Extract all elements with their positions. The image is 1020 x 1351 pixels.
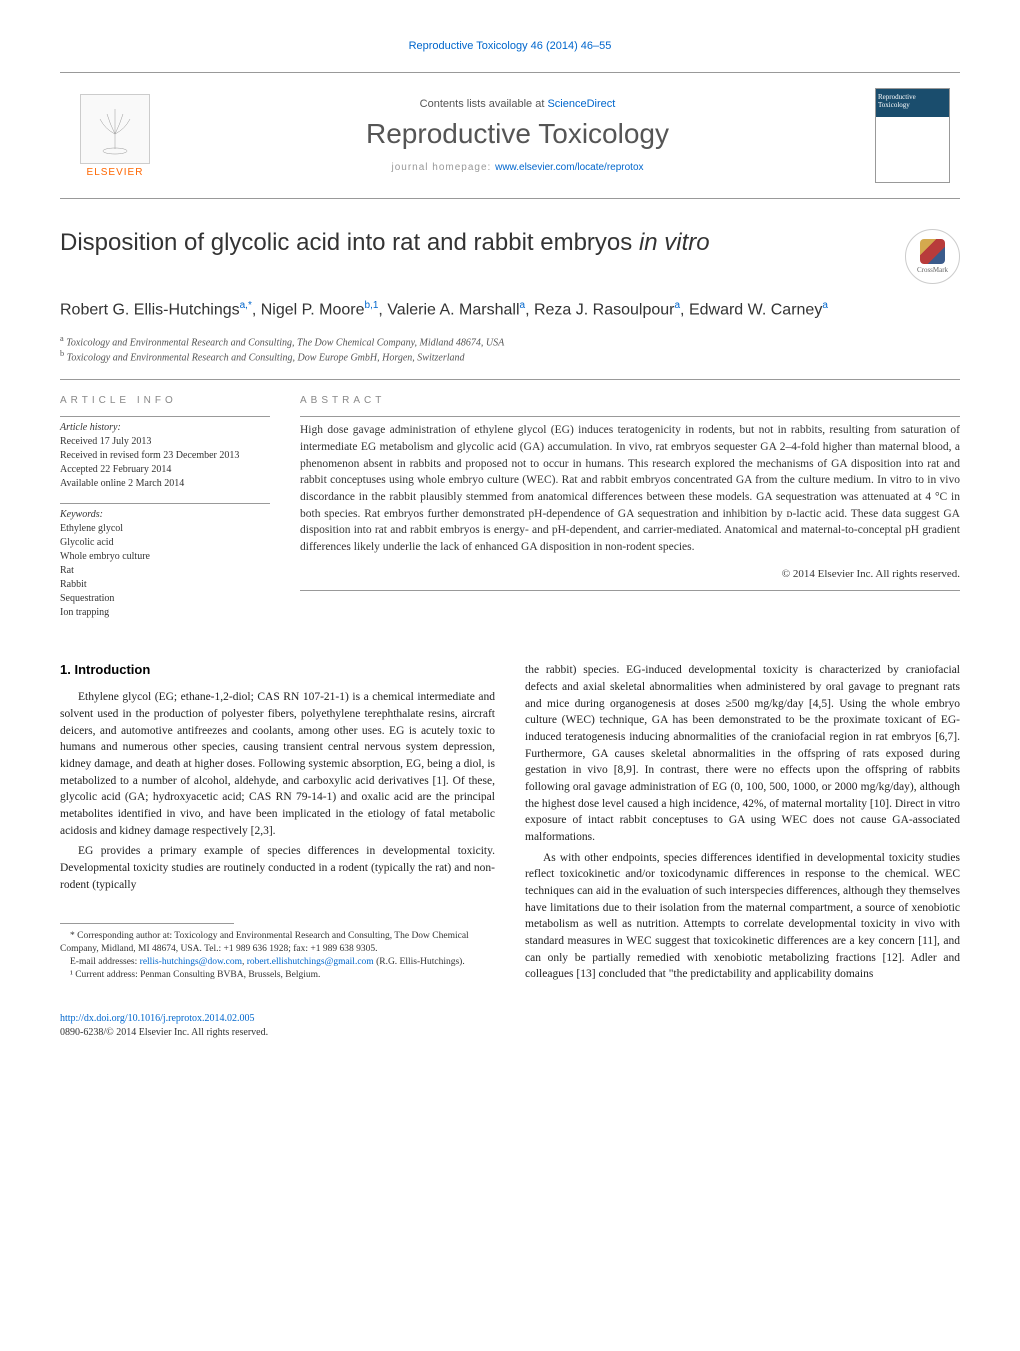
author-5-sup: a bbox=[822, 300, 828, 311]
abstract-bottom-divider bbox=[300, 590, 960, 591]
info-divider-2 bbox=[60, 503, 270, 504]
author-1: Robert G. Ellis-Hutchings bbox=[60, 301, 240, 318]
header-center: Contents lists available at ScienceDirec… bbox=[160, 98, 875, 173]
keywords-block: Keywords: Ethylene glycol Glycolic acid … bbox=[60, 509, 270, 620]
author-2-sup: b,1 bbox=[365, 300, 379, 311]
divider bbox=[60, 379, 960, 380]
article-history: Article history: Received 17 July 2013 R… bbox=[60, 422, 270, 491]
journal-cover-thumbnail: Reproductive Toxicology bbox=[875, 88, 950, 183]
article-info-sidebar: ARTICLE INFO Article history: Received 1… bbox=[60, 395, 270, 632]
revised-date: Received in revised form 23 December 201… bbox=[60, 449, 270, 463]
article-info-heading: ARTICLE INFO bbox=[60, 395, 270, 406]
affiliation-a: a Toxicology and Environmental Research … bbox=[60, 334, 960, 349]
keyword: Ion trapping bbox=[60, 606, 270, 620]
contents-list-line: Contents lists available at ScienceDirec… bbox=[160, 98, 875, 110]
section-1-heading: 1. Introduction bbox=[60, 662, 495, 677]
info-divider bbox=[60, 416, 270, 417]
homepage-link[interactable]: www.elsevier.com/locate/reprotox bbox=[495, 162, 643, 173]
footnote-divider bbox=[60, 923, 234, 924]
author-1-sup: a,* bbox=[240, 300, 252, 311]
article-title: Disposition of glycolic acid into rat an… bbox=[60, 229, 905, 257]
abstract-column: ABSTRACT High dose gavage administration… bbox=[300, 395, 960, 632]
keyword: Rabbit bbox=[60, 578, 270, 592]
abstract-heading: ABSTRACT bbox=[300, 395, 960, 406]
page-footer: http://dx.doi.org/10.1016/j.reprotox.201… bbox=[60, 1012, 960, 1040]
left-column: 1. Introduction Ethylene glycol (EG; eth… bbox=[60, 662, 495, 987]
issn-copyright: 0890-6238/© 2014 Elsevier Inc. All right… bbox=[60, 1026, 960, 1040]
abstract-copyright: © 2014 Elsevier Inc. All rights reserved… bbox=[300, 568, 960, 580]
online-date: Available online 2 March 2014 bbox=[60, 477, 270, 491]
homepage-line: journal homepage: www.elsevier.com/locat… bbox=[160, 162, 875, 173]
affiliations: a Toxicology and Environmental Research … bbox=[60, 334, 960, 365]
author-4: , Reza J. Rasoulpour bbox=[525, 301, 674, 318]
contents-prefix: Contents lists available at bbox=[420, 98, 548, 110]
sciencedirect-link[interactable]: ScienceDirect bbox=[547, 98, 615, 110]
keyword: Ethylene glycol bbox=[60, 522, 270, 536]
doi-link[interactable]: http://dx.doi.org/10.1016/j.reprotox.201… bbox=[60, 1012, 960, 1026]
email-1[interactable]: rellis-hutchings@dow.com bbox=[140, 957, 242, 967]
author-list: Robert G. Ellis-Hutchingsa,*, Nigel P. M… bbox=[60, 299, 960, 322]
intro-para-4: As with other endpoints, species differe… bbox=[525, 850, 960, 983]
author-5: , Edward W. Carney bbox=[680, 301, 822, 318]
affiliation-b: b Toxicology and Environmental Research … bbox=[60, 349, 960, 364]
crossmark-icon bbox=[920, 239, 945, 264]
intro-para-1: Ethylene glycol (EG; ethane-1,2-diol; CA… bbox=[60, 689, 495, 839]
abstract-text: High dose gavage administration of ethyl… bbox=[300, 422, 960, 555]
intro-para-3: the rabbit) species. EG-induced developm… bbox=[525, 662, 960, 845]
journal-name: Reproductive Toxicology bbox=[160, 118, 875, 150]
email-footnote: E-mail addresses: rellis-hutchings@dow.c… bbox=[60, 956, 495, 969]
journal-header: ELSEVIER Contents lists available at Sci… bbox=[60, 72, 960, 199]
elsevier-tree-icon bbox=[80, 94, 150, 164]
author-2: , Nigel P. Moore bbox=[252, 301, 365, 318]
crossmark-badge[interactable]: CrossMark bbox=[905, 229, 960, 284]
email-suffix: (R.G. Ellis-Hutchings). bbox=[374, 957, 465, 967]
email-label: E-mail addresses: bbox=[70, 957, 140, 967]
crossmark-label: CrossMark bbox=[917, 266, 948, 274]
current-address-footnote: ¹ Current address: Penman Consulting BVB… bbox=[60, 969, 495, 982]
elsevier-text: ELSEVIER bbox=[87, 167, 144, 178]
title-italic: in vitro bbox=[639, 229, 710, 256]
received-date: Received 17 July 2013 bbox=[60, 435, 270, 449]
intro-para-2: EG provides a primary example of species… bbox=[60, 843, 495, 893]
title-main: Disposition of glycolic acid into rat an… bbox=[60, 229, 639, 256]
homepage-prefix: journal homepage: bbox=[391, 162, 495, 173]
elsevier-logo: ELSEVIER bbox=[70, 94, 160, 178]
keyword: Sequestration bbox=[60, 592, 270, 606]
accepted-date: Accepted 22 February 2014 bbox=[60, 463, 270, 477]
title-row: Disposition of glycolic acid into rat an… bbox=[60, 229, 960, 284]
cover-title: Reproductive Toxicology bbox=[878, 93, 947, 109]
abstract-divider bbox=[300, 416, 960, 417]
keyword: Whole embryo culture bbox=[60, 550, 270, 564]
author-3: , Valerie A. Marshall bbox=[378, 301, 519, 318]
keywords-label: Keywords: bbox=[60, 509, 270, 520]
keyword: Rat bbox=[60, 564, 270, 578]
corresponding-author-footnote: * Corresponding author at: Toxicology an… bbox=[60, 930, 495, 956]
keyword: Glycolic acid bbox=[60, 536, 270, 550]
body-columns: 1. Introduction Ethylene glycol (EG; eth… bbox=[60, 662, 960, 987]
right-column: the rabbit) species. EG-induced developm… bbox=[525, 662, 960, 987]
history-label: Article history: bbox=[60, 422, 270, 433]
journal-citation-top[interactable]: Reproductive Toxicology 46 (2014) 46–55 bbox=[60, 40, 960, 52]
info-abstract-row: ARTICLE INFO Article history: Received 1… bbox=[60, 395, 960, 632]
email-2[interactable]: robert.ellishutchings@gmail.com bbox=[247, 957, 374, 967]
